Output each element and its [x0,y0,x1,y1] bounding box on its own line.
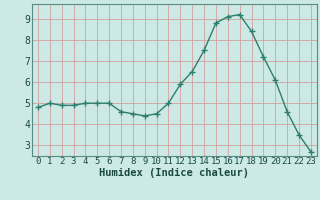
X-axis label: Humidex (Indice chaleur): Humidex (Indice chaleur) [100,168,249,178]
